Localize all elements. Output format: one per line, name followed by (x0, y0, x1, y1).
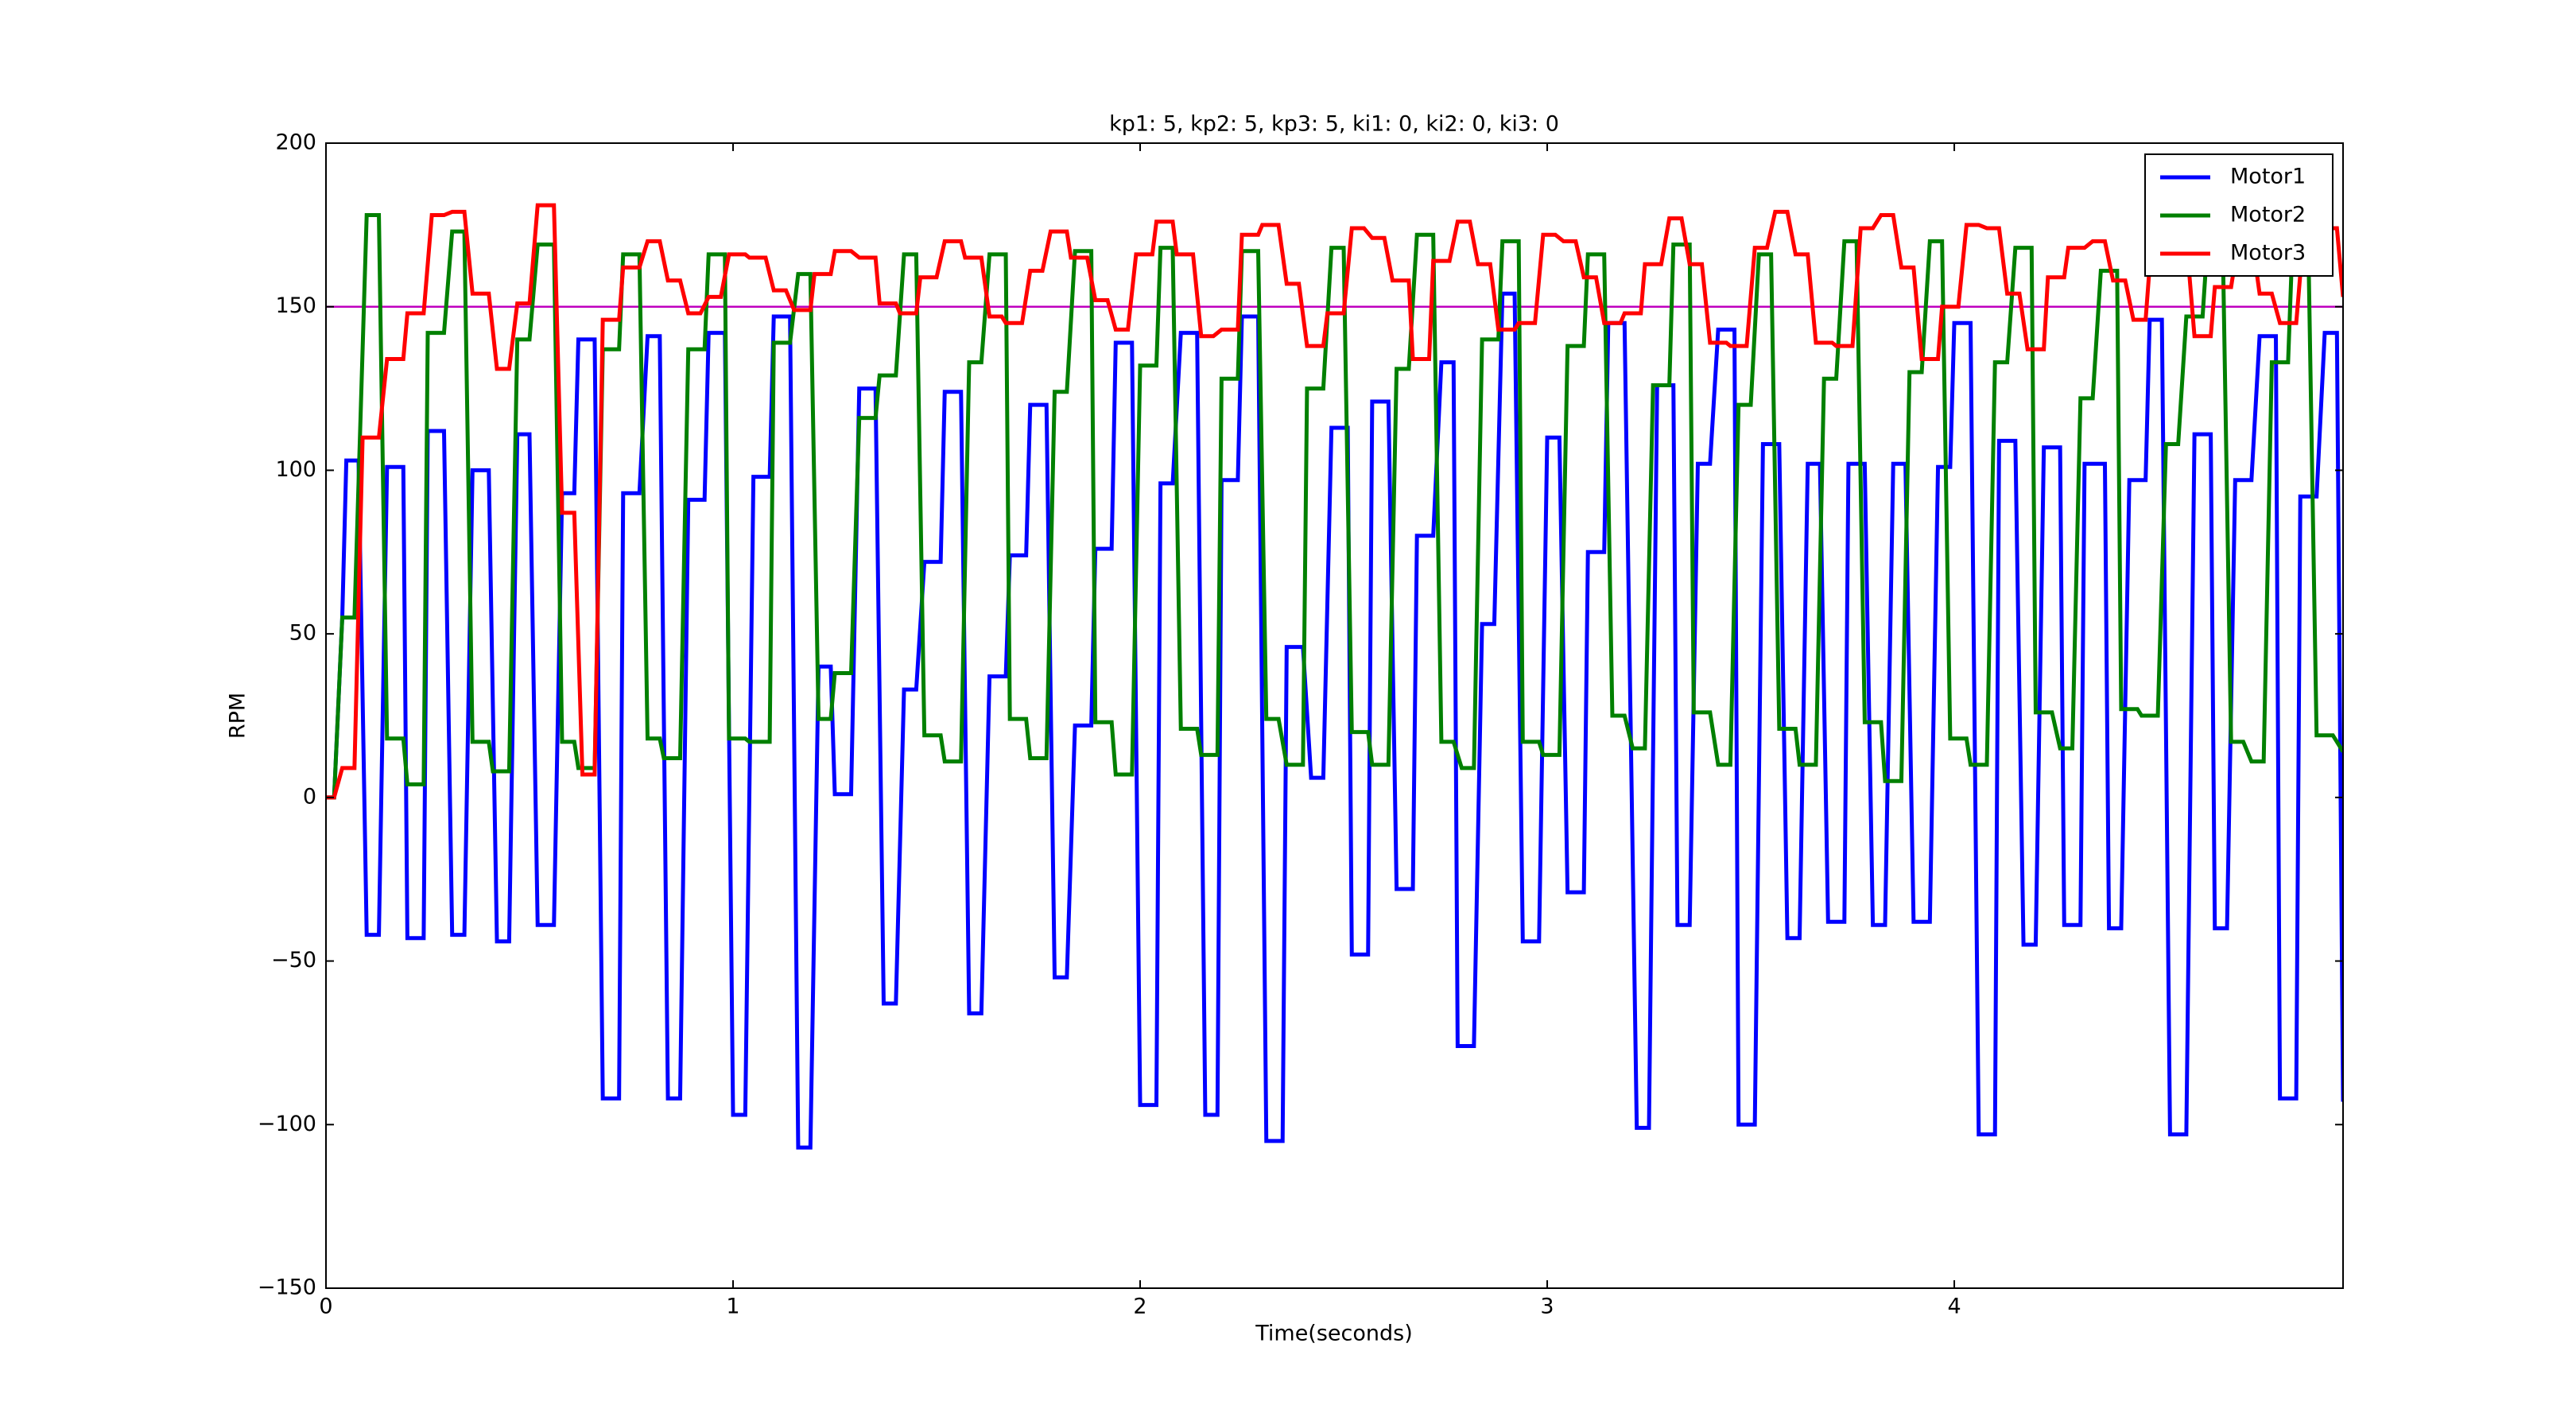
y-tick-label: 100 (275, 457, 316, 482)
x-tick-label: 3 (1540, 1295, 1554, 1319)
series-line (326, 203, 2343, 800)
y-tick-label: −50 (271, 948, 316, 972)
x-tick-label: 1 (726, 1295, 739, 1319)
y-tick-label: 50 (289, 621, 316, 646)
legend-label: Motor3 (2230, 241, 2306, 266)
x-axis-label: Time(seconds) (1255, 1322, 1413, 1346)
series-line (326, 213, 2343, 800)
y-tick-label: −150 (258, 1275, 316, 1300)
chart-title: kp1: 5, kp2: 5, kp3: 5, ki1: 0, ki2: 0, … (1109, 112, 1559, 137)
y-axis-label: RPM (226, 693, 250, 739)
x-tick-label: 0 (319, 1295, 332, 1319)
series-line (326, 291, 2343, 1150)
plot-area (326, 203, 2343, 1150)
y-tick-label: 150 (275, 293, 316, 318)
y-tick-label: 0 (303, 784, 316, 809)
legend-label: Motor1 (2230, 165, 2306, 189)
plot-frame (325, 142, 2344, 1289)
x-tick-label: 4 (1947, 1295, 1961, 1319)
legend-label: Motor2 (2230, 203, 2306, 227)
y-tick-label: −100 (258, 1112, 316, 1136)
y-tick-label: 200 (275, 130, 316, 155)
x-tick-label: 2 (1133, 1295, 1146, 1319)
